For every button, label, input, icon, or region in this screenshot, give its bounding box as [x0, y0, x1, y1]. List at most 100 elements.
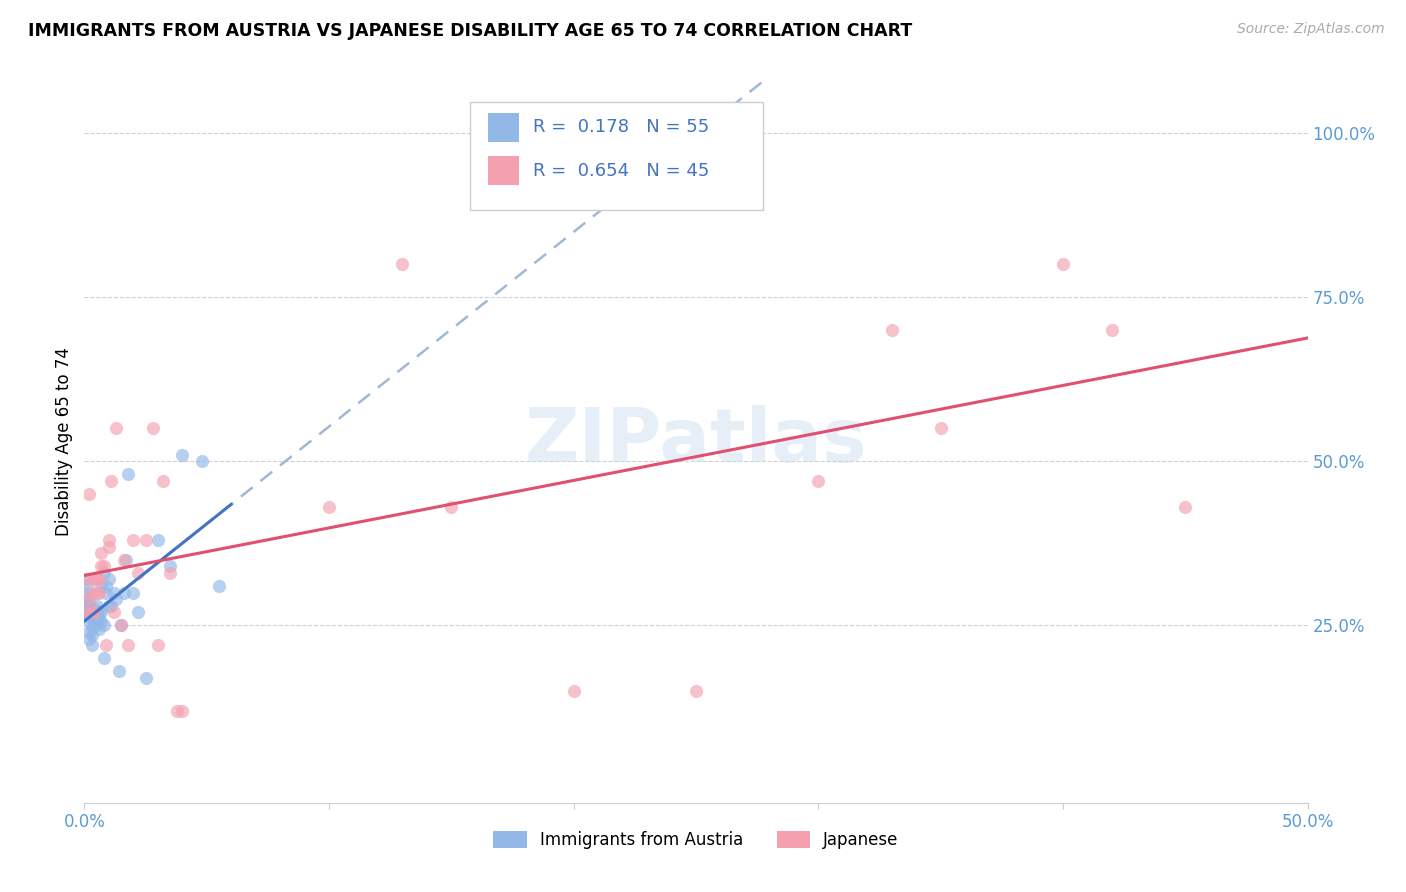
Point — [77, 592, 100, 607]
Point — [76, 573, 98, 587]
Point — [76, 602, 98, 616]
Point — [117, 467, 139, 482]
Point — [159, 559, 181, 574]
Point — [103, 585, 125, 599]
Point — [83, 608, 105, 623]
Point — [76, 592, 98, 607]
Point — [208, 579, 231, 593]
Point — [76, 579, 98, 593]
Point — [90, 546, 112, 560]
Text: R =  0.178   N = 55: R = 0.178 N = 55 — [533, 119, 710, 136]
Point — [86, 599, 108, 613]
Point — [76, 573, 98, 587]
Point — [97, 533, 120, 547]
Y-axis label: Disability Age 65 to 74: Disability Age 65 to 74 — [55, 347, 73, 536]
Point — [80, 638, 103, 652]
Point — [440, 500, 463, 515]
Point — [90, 579, 112, 593]
Text: ZIPatlas: ZIPatlas — [524, 405, 868, 478]
Point — [83, 615, 105, 630]
Point — [135, 533, 157, 547]
Point — [107, 665, 129, 679]
Point — [391, 257, 413, 271]
Point — [103, 605, 125, 619]
Point — [90, 559, 112, 574]
Point — [76, 605, 98, 619]
Point — [97, 599, 120, 613]
Point — [112, 585, 135, 599]
Point — [86, 612, 108, 626]
Point — [110, 618, 132, 632]
Point — [77, 599, 100, 613]
Point — [93, 566, 115, 580]
Point — [685, 684, 707, 698]
Point — [96, 579, 118, 593]
Point — [122, 533, 145, 547]
Point — [513, 126, 536, 140]
Point — [77, 615, 100, 630]
Point — [86, 618, 108, 632]
Point — [146, 638, 169, 652]
Text: Source: ZipAtlas.com: Source: ZipAtlas.com — [1237, 22, 1385, 37]
Text: IMMIGRANTS FROM AUSTRIA VS JAPANESE DISABILITY AGE 65 TO 74 CORRELATION CHART: IMMIGRANTS FROM AUSTRIA VS JAPANESE DISA… — [28, 22, 912, 40]
Point — [1174, 500, 1197, 515]
Point — [80, 605, 103, 619]
Point — [87, 605, 110, 619]
Point — [166, 704, 188, 718]
Point — [87, 612, 110, 626]
Point — [117, 638, 139, 652]
Point — [115, 553, 138, 567]
Point — [172, 704, 194, 718]
Point — [76, 585, 98, 599]
Point — [807, 474, 830, 488]
Point — [80, 585, 103, 599]
Point — [90, 605, 112, 619]
Point — [146, 533, 169, 547]
Point — [80, 628, 103, 642]
Point — [83, 605, 105, 619]
Point — [122, 585, 145, 599]
Point — [90, 615, 112, 630]
Bar — [488, 112, 519, 142]
Point — [562, 684, 585, 698]
Point — [77, 632, 100, 646]
Point — [77, 608, 100, 623]
FancyBboxPatch shape — [470, 102, 763, 211]
Point — [142, 421, 165, 435]
Point — [97, 540, 120, 554]
Point — [86, 605, 108, 619]
Point — [318, 500, 340, 515]
Point — [100, 474, 122, 488]
Point — [100, 599, 122, 613]
Point — [105, 421, 128, 435]
Point — [97, 573, 120, 587]
Point — [96, 585, 118, 599]
Point — [80, 605, 103, 619]
Point — [110, 618, 132, 632]
Point — [105, 592, 128, 607]
Point — [83, 573, 105, 587]
Point — [86, 585, 108, 599]
Point — [127, 566, 149, 580]
Point — [93, 618, 115, 632]
Point — [80, 622, 103, 636]
Point — [77, 605, 100, 619]
Point — [1052, 257, 1074, 271]
Point — [83, 602, 105, 616]
Point — [159, 566, 181, 580]
Point — [86, 573, 108, 587]
Point — [80, 612, 103, 626]
Point — [93, 651, 115, 665]
Point — [152, 474, 174, 488]
Point — [76, 605, 98, 619]
Point — [127, 605, 149, 619]
Legend: Immigrants from Austria, Japanese: Immigrants from Austria, Japanese — [486, 824, 905, 856]
Point — [77, 592, 100, 607]
Bar — [488, 156, 519, 185]
Point — [112, 553, 135, 567]
Point — [87, 622, 110, 636]
Text: R =  0.654   N = 45: R = 0.654 N = 45 — [533, 161, 710, 179]
Point — [96, 638, 118, 652]
Point — [1101, 323, 1123, 337]
Point — [76, 599, 98, 613]
